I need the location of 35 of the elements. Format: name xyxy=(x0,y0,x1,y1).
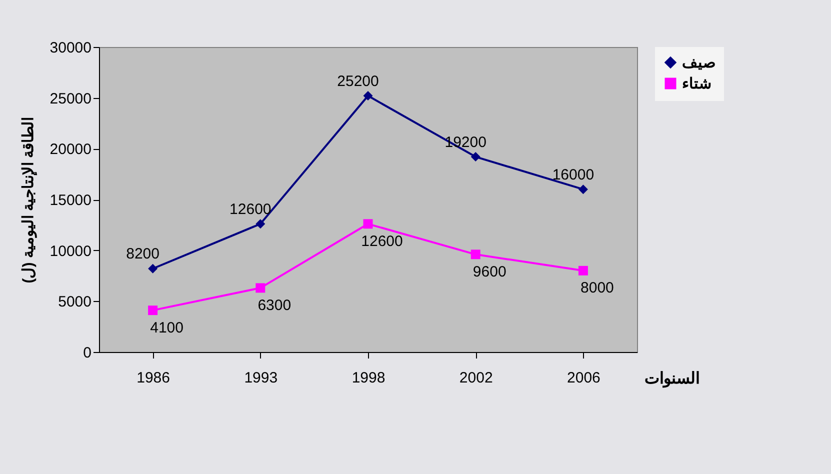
x-tick-label: 2006 xyxy=(567,370,600,386)
point xyxy=(578,266,588,276)
point xyxy=(363,91,373,101)
y-axis-title: الطاقة الإنتاجية اليومية (ل) xyxy=(20,116,37,284)
y-tick-label: 25000 xyxy=(50,90,92,108)
data-label: 6300 xyxy=(258,296,292,314)
point xyxy=(148,306,158,316)
data-label: 8000 xyxy=(580,280,614,297)
data-label: 12600 xyxy=(361,232,403,250)
y-tick-label: 0 xyxy=(83,344,92,362)
data-label: 25200 xyxy=(337,72,379,90)
data-label: 16000 xyxy=(552,166,594,184)
point xyxy=(256,283,266,293)
data-label: 8200 xyxy=(126,246,160,263)
y-tick-label: 20000 xyxy=(50,141,92,158)
data-label: 4100 xyxy=(150,319,184,336)
point xyxy=(578,184,588,194)
y-tick-label: 10000 xyxy=(50,242,92,260)
x-tick-label: 1998 xyxy=(352,370,386,386)
legend-label: صيف xyxy=(682,54,716,72)
legend-label: شتاء xyxy=(682,76,712,92)
y-tick-label: 5000 xyxy=(58,294,92,311)
x-tick-label: 2002 xyxy=(459,370,493,386)
point xyxy=(470,152,480,162)
y-tick-label: 30000 xyxy=(50,40,92,56)
point xyxy=(148,264,158,274)
point xyxy=(363,219,373,229)
y-tick-label: 15000 xyxy=(50,192,92,209)
data-label: 12600 xyxy=(230,200,272,218)
x-tick-label: 1993 xyxy=(244,370,278,386)
x-axis-title: السنوات xyxy=(644,370,700,388)
data-label: 9600 xyxy=(472,263,506,280)
point xyxy=(470,250,480,260)
point xyxy=(256,219,266,229)
x-tick-label: 1986 xyxy=(136,370,170,386)
